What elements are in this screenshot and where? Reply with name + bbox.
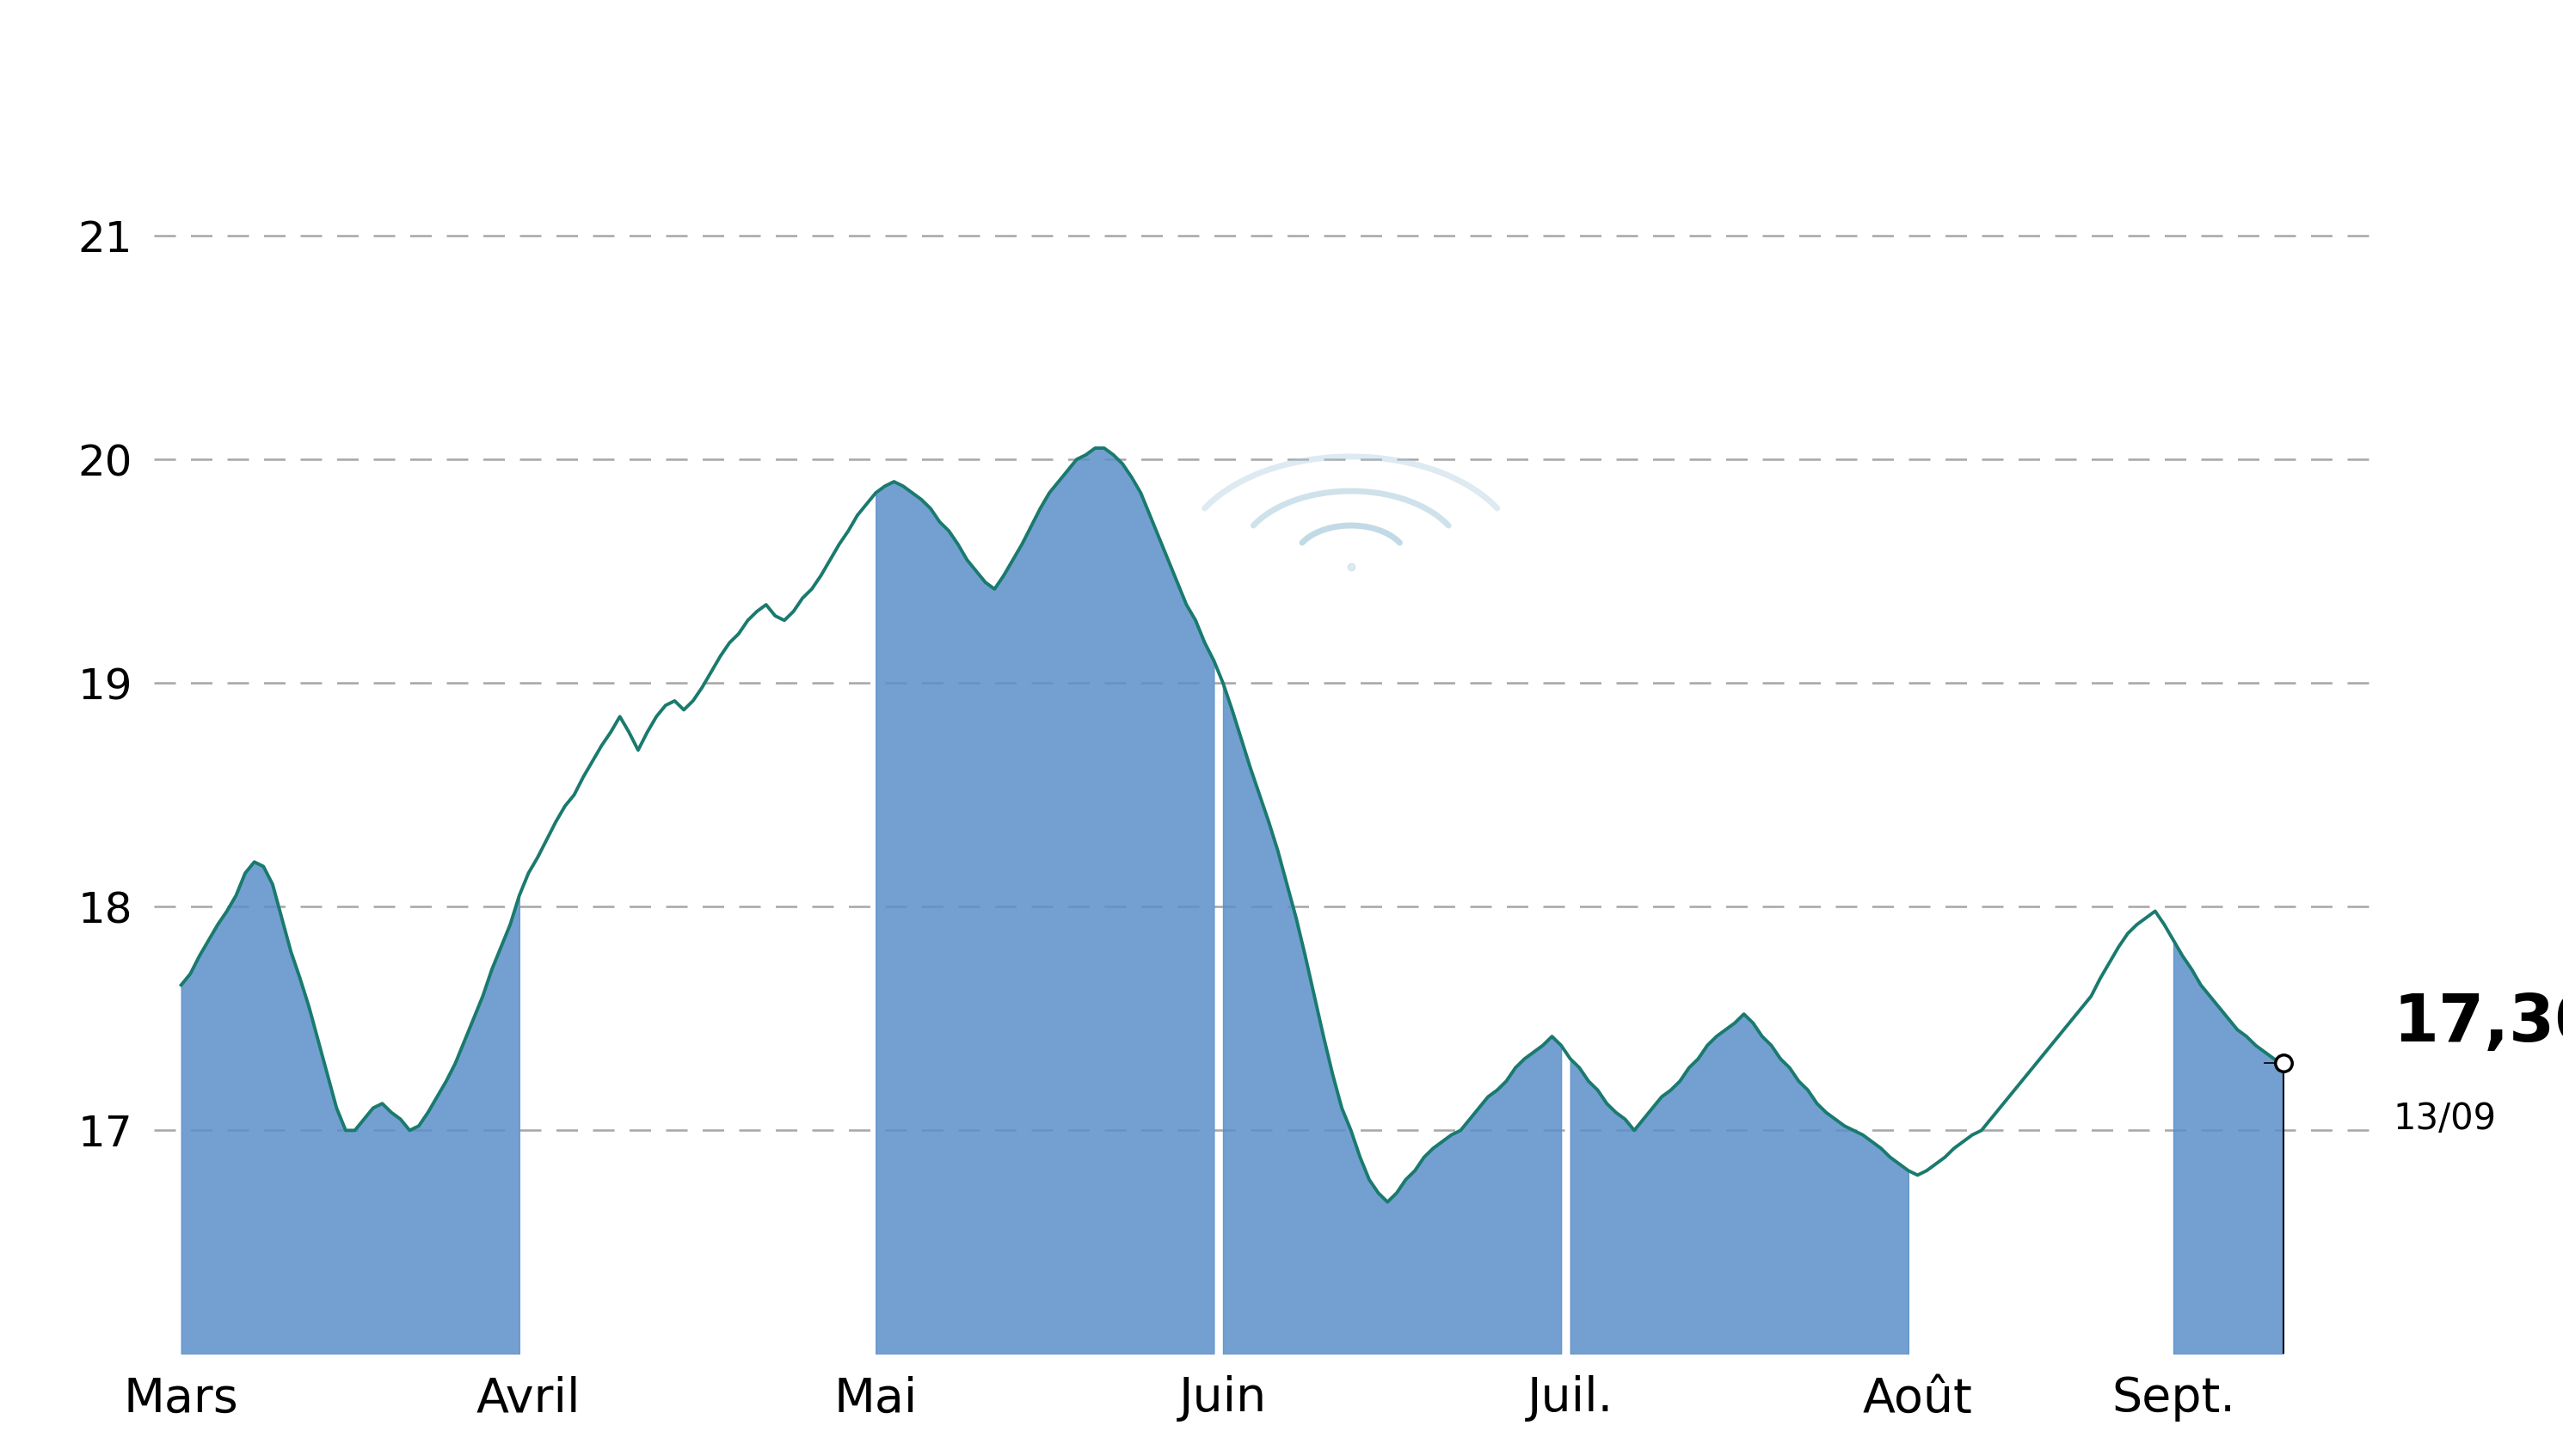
Text: 13/09: 13/09 xyxy=(2394,1101,2496,1137)
Text: CRCAM BRIE PIC2CCI: CRCAM BRIE PIC2CCI xyxy=(723,6,1840,99)
Text: 17,30: 17,30 xyxy=(2394,992,2563,1054)
